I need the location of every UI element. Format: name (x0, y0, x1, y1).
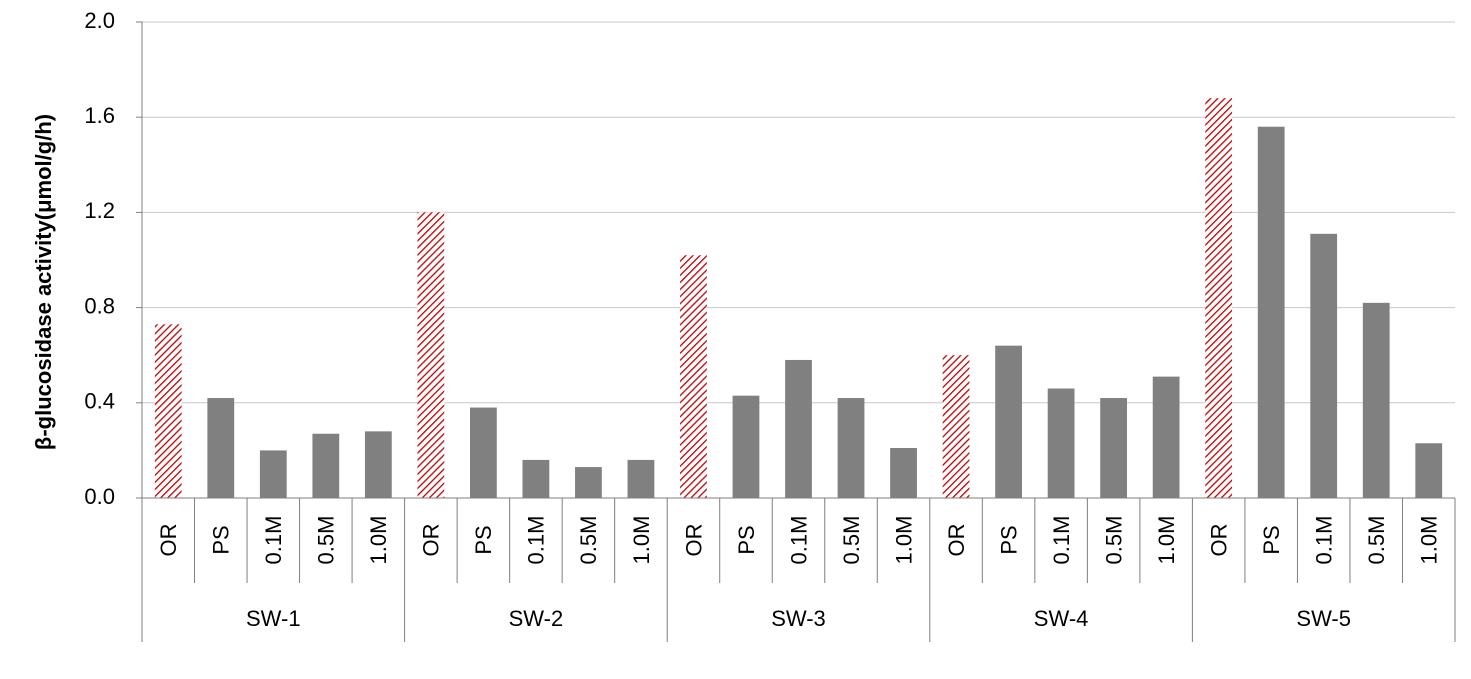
x-tick-label: OR (681, 524, 706, 557)
x-tick-label: 1.0M (891, 516, 916, 565)
x-tick-label: 0.5M (1101, 516, 1126, 565)
x-tick-label: 1.0M (1154, 516, 1179, 565)
x-tick-label: PS (209, 525, 234, 554)
x-tick-label: 0.1M (524, 516, 549, 565)
bar-sw-1-10m (364, 431, 392, 498)
bar-sw-2-05m (575, 467, 602, 498)
bar-sw-3-01m (785, 359, 812, 498)
bar-sw-2-01m (522, 459, 550, 498)
x-tick-label: 0.5M (1364, 516, 1389, 565)
bar-sw-1-ps (207, 398, 235, 498)
group-label: SW-1 (246, 606, 301, 631)
x-tick-label: OR (419, 524, 444, 557)
gridlines (142, 21, 1455, 404)
group-label: SW-3 (771, 606, 826, 631)
bar-sw-5-01m (1310, 233, 1338, 498)
bar-sw-4-05m (1100, 398, 1128, 498)
x-tick-label: 0.1M (261, 516, 286, 565)
bar-sw-2-10m (627, 459, 655, 498)
x-tick-label: PS (734, 525, 759, 554)
bar-sw-1-01m (259, 450, 287, 498)
group-label: SW-5 (1296, 606, 1351, 631)
y-tick-label: 1.6 (84, 103, 115, 128)
group-labels: SW-1 SW-2 SW-3 SW-4 SW-5 (246, 606, 1351, 631)
x-tick-label: 1.0M (629, 516, 654, 565)
bar-sw-5-05m (1362, 302, 1390, 498)
bar-sw-4-or (942, 355, 970, 498)
x-tick-label: 1.0M (1417, 516, 1442, 565)
bar-sw-1-05m (312, 433, 340, 498)
x-tick-label: PS (1259, 525, 1284, 554)
bar-sw-5-ps (1257, 126, 1285, 498)
y-tick-label: 0.8 (84, 293, 115, 318)
y-tick-label: 2.0 (84, 8, 115, 33)
y-tick-labels: 0.0 0.4 0.8 1.2 1.6 2.0 (84, 8, 115, 509)
x-tick-label: OR (156, 524, 181, 557)
y-tick-label: 0.4 (84, 389, 115, 414)
y-tick-label: 1.2 (84, 198, 115, 223)
x-tick-label: 0.1M (1049, 516, 1074, 565)
bar-sw-3-05m (837, 398, 865, 498)
y-axis-label: β-glucosidase activity(μmol/g/h) (31, 114, 56, 450)
x-tick-label: PS (996, 525, 1021, 554)
x-tick-label: 0.5M (839, 516, 864, 565)
bars (154, 98, 1443, 498)
y-tick-label: 0.0 (84, 484, 115, 509)
group-label: SW-2 (509, 606, 564, 631)
x-tick-label: OR (944, 524, 969, 557)
x-tick-labels: OR PS 0.1M 0.5M 1.0M OR PS 0.1M 0.5M 1.0M OR PS 0.1M… (156, 516, 1441, 565)
bar-sw-3-or (680, 255, 707, 498)
bar-sw-4-01m (1047, 388, 1075, 498)
bar-sw-5-10m (1415, 443, 1443, 498)
x-tick-label: OR (1206, 524, 1231, 557)
bar-sw-2-ps (469, 407, 497, 498)
x-tick-label: 1.0M (366, 516, 391, 565)
x-tick-label: 0.1M (1312, 516, 1337, 565)
x-tick-label: 0.5M (576, 516, 601, 565)
axes (136, 21, 1456, 642)
bar-sw-4-10m (1152, 376, 1180, 498)
x-tick-label: 0.1M (786, 516, 811, 565)
bar-sw-5-or (1205, 98, 1233, 498)
bar-sw-1-or (154, 324, 182, 498)
x-tick-label: 0.5M (314, 516, 339, 565)
bar-sw-2-or (417, 212, 445, 498)
bar-sw-4-ps (995, 345, 1022, 498)
bar-sw-3-ps (732, 395, 760, 498)
group-label: SW-4 (1034, 606, 1089, 631)
x-tick-label: PS (471, 525, 496, 554)
bar-sw-3-10m (890, 448, 917, 498)
